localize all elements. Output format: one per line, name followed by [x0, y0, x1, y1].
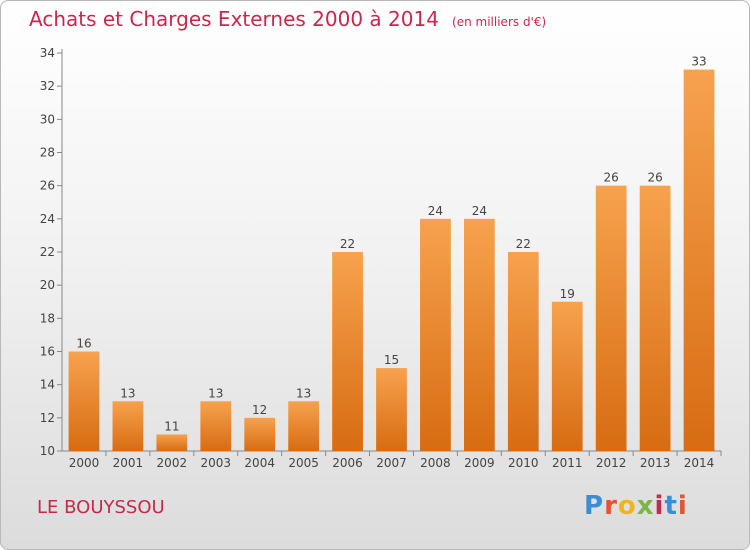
bar [420, 218, 451, 451]
bar [288, 401, 320, 451]
bar [551, 301, 583, 451]
y-tick-label: 10 [40, 444, 55, 458]
y-tick-label: 26 [40, 179, 55, 193]
bar [244, 417, 276, 451]
bar-value-label: 13 [296, 386, 311, 400]
x-tick-label: 2004 [244, 456, 275, 470]
logo-letter: r [604, 491, 618, 521]
town-name: LE BOUYSSOU [37, 497, 165, 518]
bars [68, 69, 715, 451]
y-tick-label: 22 [40, 245, 55, 259]
x-tick-label: 2001 [113, 456, 144, 470]
bar-value-label: 22 [516, 237, 531, 251]
bar [376, 368, 407, 451]
bar [68, 351, 100, 451]
chart-title-main: Achats et Charges Externes 2000 à 2014 [29, 7, 439, 31]
logo-letter: P [584, 491, 605, 521]
y-tick-label: 18 [40, 311, 55, 325]
x-tick-label: 2014 [684, 456, 715, 470]
bar-value-label: 26 [604, 171, 619, 185]
y-tick-label: 12 [40, 411, 55, 425]
bar [683, 69, 715, 451]
x-tick-label: 2002 [157, 456, 188, 470]
bar [200, 401, 232, 451]
bar-value-label: 13 [208, 386, 223, 400]
x-tick-label: 2000 [69, 456, 100, 470]
chart-title-unit: (en milliers d'€) [452, 15, 547, 29]
x-tick-label: 2010 [508, 456, 539, 470]
logo-letter: t [664, 491, 678, 521]
x-tick-label: 2006 [332, 456, 363, 470]
x-tick-label: 2003 [200, 456, 231, 470]
logo-letter: i [677, 491, 688, 521]
x-tick-label: 2007 [376, 456, 407, 470]
bar-value-label: 24 [428, 204, 443, 218]
bar-value-label: 26 [647, 171, 662, 185]
y-axis: 10 12 14 16 18 20 22 24 26 28 30 32 34 [40, 46, 63, 458]
y-tick-label: 14 [40, 378, 55, 392]
bar-value-label: 19 [560, 287, 575, 301]
y-tick-label: 24 [40, 212, 55, 226]
bar [639, 185, 671, 451]
y-tick-label: 30 [40, 112, 55, 126]
x-tick-label: 2011 [552, 456, 583, 470]
chart-title: Achats et Charges Externes 2000 à 2014 (… [29, 7, 546, 31]
bar [463, 218, 495, 451]
x-axis: 2000 2001 2002 2003 2004 2005 2006 2007 2008 2009… [62, 450, 722, 470]
y-tick-label: 28 [40, 146, 55, 160]
logo-letter: i [654, 491, 665, 521]
bar [507, 252, 539, 451]
y-tick-label: 32 [40, 79, 55, 93]
y-tick-label: 20 [40, 278, 55, 292]
bar [156, 434, 188, 451]
bar-value-label: 15 [384, 353, 399, 367]
proxiti-logo: Proxiti [584, 491, 688, 521]
bar [332, 252, 363, 451]
bar-value-label: 22 [340, 237, 355, 251]
value-labels: 16 13 11 13 12 13 22 15 24 24 22 19 26 26 33 [76, 55, 706, 434]
x-tick-label: 2005 [288, 456, 319, 470]
x-tick-label: 2009 [464, 456, 495, 470]
bar [595, 185, 627, 451]
bar [112, 401, 144, 451]
y-tick-label: 34 [40, 46, 55, 60]
bar-value-label: 12 [252, 403, 267, 417]
bar-value-label: 33 [691, 55, 706, 69]
x-tick-label: 2008 [420, 456, 451, 470]
logo-letter: x [636, 491, 655, 521]
bar-value-label: 16 [76, 337, 91, 351]
bar-value-label: 11 [164, 419, 179, 433]
bar-value-label: 24 [472, 204, 487, 218]
x-tick-label: 2012 [596, 456, 627, 470]
bar-value-label: 13 [120, 386, 135, 400]
logo-letter: o [617, 491, 637, 521]
x-tick-label: 2013 [640, 456, 671, 470]
y-tick-label: 16 [40, 345, 55, 359]
